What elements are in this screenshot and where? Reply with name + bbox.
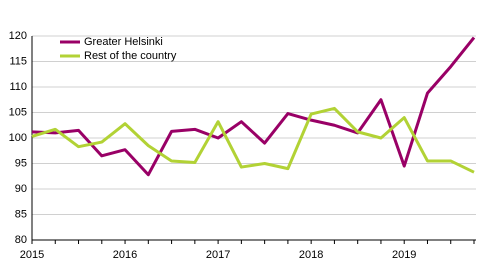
y-tick-label: 120	[9, 30, 27, 42]
line-series	[31, 106, 475, 174]
legend-label: Rest of the country	[84, 50, 177, 62]
legend-label: Greater Helsinki	[84, 36, 163, 48]
x-tick-label: 2019	[392, 249, 416, 261]
y-tick-label: 115	[9, 55, 27, 67]
x-tick-label: 2018	[299, 249, 323, 261]
y-tick-label: 95	[15, 157, 27, 169]
y-tick-label: 105	[9, 106, 27, 118]
y-tick-label: 90	[15, 183, 27, 195]
x-tick-label: 2016	[113, 249, 137, 261]
x-tick-label: 2015	[20, 249, 44, 261]
x-tick-label: 2017	[206, 249, 230, 261]
y-tick-label: 100	[9, 132, 27, 144]
line-series	[31, 36, 476, 177]
y-tick-label: 110	[9, 81, 27, 93]
y-tick-label: 80	[15, 234, 27, 246]
y-tick-label: 85	[15, 208, 27, 220]
